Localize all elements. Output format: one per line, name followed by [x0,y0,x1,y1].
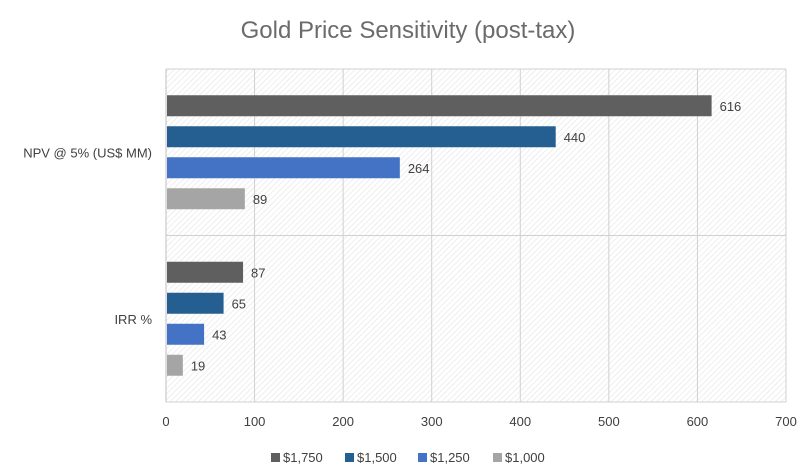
bar [167,157,400,179]
bar [167,188,245,210]
data-label: 440 [564,130,586,145]
legend-swatch [418,453,427,462]
data-label: 616 [720,99,742,114]
data-label: 19 [191,358,205,373]
x-tick-label: 100 [244,414,266,429]
x-tick-label: 200 [332,414,354,429]
axes: 0 100 200 300 400 500 600 700 NPV @ 5% (US$ MM) I… [23,69,797,429]
bar [167,126,556,148]
category-label: IRR % [114,312,152,327]
data-label: 264 [408,161,430,176]
bar [167,354,183,376]
bar [167,261,244,283]
legend-swatch [345,453,354,462]
x-tick-label: 700 [775,414,797,429]
bars: 616 440 264 89 87 65 43 19 [167,95,741,376]
data-label: 43 [212,327,226,342]
legend-label: $1,250 [430,450,470,465]
legend-swatch [271,453,280,462]
legend-label: $1,750 [283,450,323,465]
data-label: 89 [253,192,267,207]
gridlines [166,68,787,402]
data-label: 87 [251,265,265,280]
legend-label: $1,000 [505,450,545,465]
data-label: 65 [232,296,246,311]
bar [167,95,712,117]
x-tick-label: 400 [509,414,531,429]
legend-label: $1,500 [357,450,397,465]
legend-swatch [493,453,502,462]
x-tick-label: 500 [598,414,620,429]
bar [167,323,205,345]
chart-title: Gold Price Sensitivity (post-tax) [241,17,576,44]
bar [167,292,224,314]
x-tick-label: 300 [421,414,443,429]
x-tick-label: 600 [687,414,709,429]
legend: $1,750 $1,500 $1,250 $1,000 [271,450,545,465]
category-label: NPV @ 5% (US$ MM) [23,145,152,160]
x-tick-label: 0 [162,414,169,429]
